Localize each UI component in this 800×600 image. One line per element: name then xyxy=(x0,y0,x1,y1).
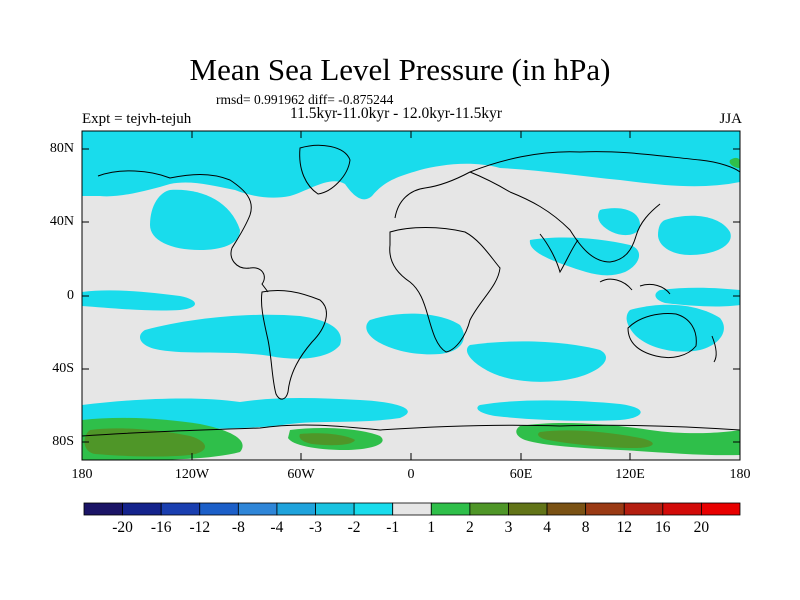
anomaly-asia xyxy=(529,237,640,276)
colorbar-box xyxy=(430,502,471,516)
stats-line: rmsd= 0.991962 diff= -0.875244 xyxy=(216,92,394,107)
colorbar-label: -3 xyxy=(309,519,322,536)
anomaly-southern-atlantic xyxy=(366,313,464,355)
coast-africa xyxy=(389,227,501,353)
colorbar-box xyxy=(83,502,123,516)
lon-label-180w: 180 xyxy=(71,467,93,482)
colorbar-label: 20 xyxy=(693,519,710,536)
map-title: Mean Sea Level Pressure (in hPa) xyxy=(189,52,611,87)
anomaly-east-siberia xyxy=(729,157,740,168)
lat-label-80s: 80S xyxy=(52,434,74,449)
anomaly-arctic-band xyxy=(82,131,740,200)
anomaly-antarctica-west-core xyxy=(84,428,205,457)
anomaly-antarctica-peninsula-core xyxy=(299,433,355,446)
colorbar-label: 8 xyxy=(581,519,590,536)
lat-label-0: 0 xyxy=(67,288,74,303)
colorbar-box xyxy=(392,502,432,516)
anomaly-north-pacific xyxy=(658,215,731,255)
experiment-label: Expt = tejvh-tejuh xyxy=(82,111,192,127)
colorbar-box xyxy=(585,502,625,516)
lon-label-0: 0 xyxy=(407,467,415,482)
lon-label-120e: 120E xyxy=(615,467,645,482)
anomaly-south-of-africa xyxy=(477,400,641,421)
anomaly-southern-midlat-west xyxy=(140,314,341,359)
coast-antarctica xyxy=(82,424,740,437)
season-label: JJA xyxy=(719,111,742,127)
colorbar-label: -2 xyxy=(347,519,361,536)
colorbar-label: 12 xyxy=(616,519,632,536)
coast-north-america xyxy=(97,170,269,293)
colorbar-label: -1 xyxy=(386,519,400,536)
lon-label-60w: 60W xyxy=(287,467,315,482)
lat-label-40s: 40S xyxy=(52,361,74,376)
colorbar-label: -12 xyxy=(189,519,211,536)
colorbar-label: 4 xyxy=(543,519,551,536)
colorbar-box xyxy=(160,502,201,516)
colorbar-box xyxy=(315,502,355,516)
colorbar-box xyxy=(546,502,587,516)
lon-label-60e: 60E xyxy=(509,467,533,482)
colorbar-box xyxy=(662,502,702,516)
colorbar-box xyxy=(623,502,664,516)
anomaly-north-atlantic xyxy=(150,189,240,250)
colorbar-label: -16 xyxy=(150,519,172,536)
colorbar-box xyxy=(469,502,509,516)
period-line: 11.5kyr-11.0kyr - 12.0kyr-11.5kyr xyxy=(290,105,503,122)
lon-label-120w: 120W xyxy=(174,467,210,482)
coast-australia xyxy=(627,313,697,359)
colorbar-box xyxy=(508,502,548,516)
lat-label-40n: 40N xyxy=(49,214,74,229)
colorbar xyxy=(83,502,741,516)
colorbar-label: -20 xyxy=(112,519,133,536)
coast-europe xyxy=(394,171,511,219)
axis-ticks xyxy=(81,131,741,460)
colorbar-label: 16 xyxy=(655,519,671,536)
coast-south-america xyxy=(261,289,327,400)
colorbar-label: 1 xyxy=(427,519,436,536)
lon-label-180e: 180 xyxy=(729,467,751,482)
anomaly-equatorial-band xyxy=(82,290,195,311)
colorbar-box xyxy=(237,502,278,516)
coast-new-zealand xyxy=(711,335,717,363)
anomaly-equatorial-east xyxy=(655,287,740,307)
colorbar-label: 3 xyxy=(504,519,513,536)
anomaly-west-pacific xyxy=(598,208,640,236)
colorbar-box xyxy=(122,502,162,516)
colorbar-label: 2 xyxy=(466,519,474,536)
colorbar-box xyxy=(353,502,394,516)
pressure-anomaly-fields xyxy=(82,131,740,460)
anomaly-indian-ocean xyxy=(466,341,606,382)
colorbar-box xyxy=(276,502,316,516)
coast-greenland xyxy=(299,144,351,195)
colorbar-label: -8 xyxy=(231,519,245,536)
colorbar-box xyxy=(199,502,239,516)
coast-india xyxy=(539,233,579,274)
anomaly-antarctica-east-core xyxy=(538,430,653,448)
coast-asia xyxy=(469,151,740,263)
colorbar-label: -4 xyxy=(270,519,284,536)
lat-label-80n: 80N xyxy=(49,141,74,156)
anomaly-southeast-pacific xyxy=(626,304,724,352)
coast-maritime-continent xyxy=(599,278,671,295)
colorbar-box xyxy=(701,502,741,516)
